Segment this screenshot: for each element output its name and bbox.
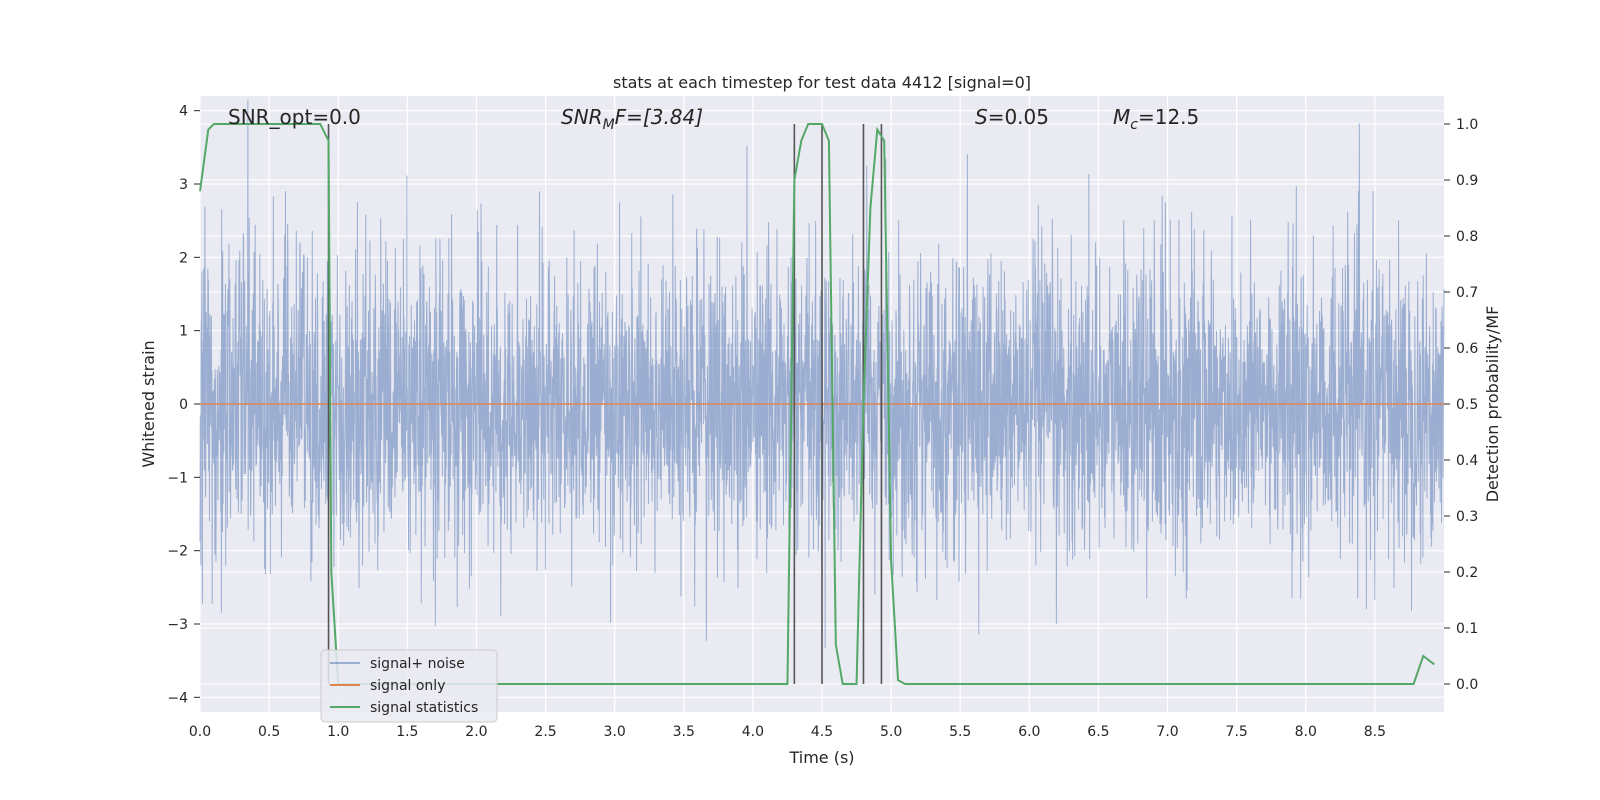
legend-label-signal-statistics: signal statistics — [370, 700, 478, 716]
legend: signal+ noise signal only signal statist… — [320, 649, 498, 723]
y2-tick-label: 0.4 — [1456, 453, 1478, 469]
x-tick-label: 3.0 — [604, 724, 626, 740]
legend-box — [320, 649, 498, 723]
legend-label-signal-only: signal only — [370, 678, 445, 694]
y-tick-label: 3 — [179, 177, 188, 193]
y2-tick-label: 0.8 — [1456, 229, 1478, 245]
y-axis-label: Whitened strain — [139, 340, 158, 467]
y2-tick-label: 0.1 — [1456, 621, 1478, 637]
x-tick-label: 1.0 — [327, 724, 349, 740]
legend-label-signal-noise: signal+ noise — [370, 656, 465, 672]
y2-axis-label: Detection probability/MF — [1483, 306, 1502, 503]
y-tick-label: 2 — [179, 250, 188, 266]
x-tick-label: 2.0 — [465, 724, 487, 740]
x-tick-label: 6.0 — [1018, 724, 1040, 740]
y-tick-label: 4 — [179, 104, 188, 120]
chart-title: stats at each timestep for test data 441… — [613, 73, 1031, 92]
y2-tick-label: 0.9 — [1456, 173, 1478, 189]
y2-tick-label: 0.3 — [1456, 509, 1478, 525]
x-tick-label: 0.0 — [189, 724, 211, 740]
y-tick-label: −1 — [167, 470, 188, 486]
y2-tick-label: 0.7 — [1456, 285, 1478, 301]
signal-statistics-line — [199, 123, 1435, 685]
x-tick-label: 1.5 — [396, 724, 418, 740]
annotation-snr-opt: SNR_opt=0.0 — [228, 105, 361, 129]
annotation-snr-mf: SNRMF=[3.84] — [561, 105, 703, 133]
mark-layer — [199, 123, 1444, 685]
annotation-mc: Mc=12.5 — [1113, 105, 1199, 133]
x-tick-label: 5.5 — [949, 724, 971, 740]
x-tick-label: 8.0 — [1295, 724, 1317, 740]
y2-tick-label: 1.0 — [1456, 117, 1478, 133]
y-tick-label: −3 — [167, 617, 188, 633]
y2-tick-label: 0.5 — [1456, 397, 1478, 413]
x-tick-label: 4.5 — [811, 724, 833, 740]
x-tick-label: 2.5 — [534, 724, 556, 740]
x-axis-label: Time (s) — [788, 748, 854, 767]
x-tick-label: 8.5 — [1364, 724, 1386, 740]
y2-tick-label: 0.0 — [1456, 677, 1478, 693]
y2-tick-label: 0.2 — [1456, 565, 1478, 581]
y-tick-label: 1 — [179, 324, 188, 340]
x-tick-label: 3.5 — [673, 724, 695, 740]
y2-tick-label: 0.6 — [1456, 341, 1478, 357]
x-tick-label: 6.5 — [1087, 724, 1109, 740]
y-tick-label: 0 — [179, 397, 188, 413]
x-tick-label: 0.5 — [258, 724, 280, 740]
x-tick-label: 7.5 — [1226, 724, 1248, 740]
x-tick-label: 5.0 — [880, 724, 902, 740]
annotation-s: S=0.05 — [975, 105, 1049, 129]
y-tick-label: −2 — [167, 544, 188, 560]
x-tick-label: 7.0 — [1156, 724, 1178, 740]
tick-layer: 0.0 0.5 1.0 1.5 2.0 2.5 3.0 3.5 4.0 4.5 5.0 5.5 6.0 6… — [167, 104, 1478, 740]
y-tick-label: −4 — [167, 690, 188, 706]
x-tick-label: 4.0 — [742, 724, 764, 740]
